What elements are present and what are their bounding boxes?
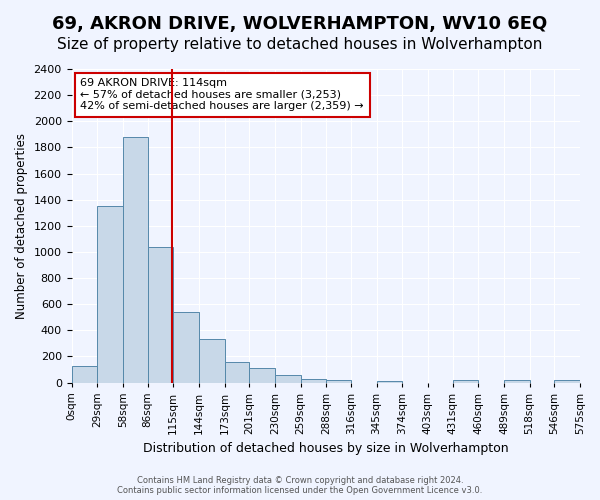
Bar bbox=[301, 378, 326, 382]
Bar bbox=[71, 366, 97, 382]
Bar bbox=[224, 362, 249, 382]
Bar bbox=[123, 137, 148, 382]
Bar bbox=[173, 312, 199, 382]
Bar bbox=[504, 380, 530, 382]
Bar bbox=[249, 368, 275, 382]
Text: Contains HM Land Registry data © Crown copyright and database right 2024.
Contai: Contains HM Land Registry data © Crown c… bbox=[118, 476, 482, 495]
Y-axis label: Number of detached properties: Number of detached properties bbox=[15, 133, 28, 319]
Bar bbox=[377, 380, 402, 382]
Bar bbox=[97, 206, 123, 382]
Bar bbox=[199, 340, 224, 382]
Bar bbox=[452, 380, 478, 382]
X-axis label: Distribution of detached houses by size in Wolverhampton: Distribution of detached houses by size … bbox=[143, 442, 509, 455]
Text: 69 AKRON DRIVE: 114sqm
← 57% of detached houses are smaller (3,253)
42% of semi-: 69 AKRON DRIVE: 114sqm ← 57% of detached… bbox=[80, 78, 364, 112]
Bar bbox=[554, 380, 580, 382]
Bar bbox=[275, 374, 301, 382]
Bar bbox=[148, 246, 173, 382]
Text: 69, AKRON DRIVE, WOLVERHAMPTON, WV10 6EQ: 69, AKRON DRIVE, WOLVERHAMPTON, WV10 6EQ bbox=[52, 15, 548, 33]
Text: Size of property relative to detached houses in Wolverhampton: Size of property relative to detached ho… bbox=[58, 38, 542, 52]
Bar bbox=[326, 380, 351, 382]
